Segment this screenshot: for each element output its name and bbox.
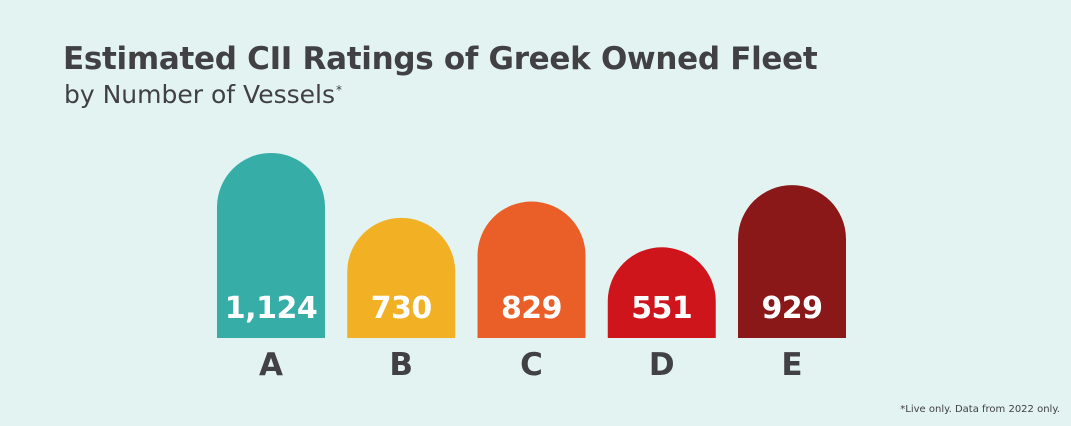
bar-a	[217, 153, 325, 338]
bar-d	[607, 247, 716, 338]
value-label-b: 730	[371, 291, 432, 326]
category-label-b: B	[389, 347, 413, 383]
bar-c	[477, 201, 586, 338]
footnote: *Live only. Data from 2022 only.	[900, 404, 1060, 415]
category-label-e: E	[781, 347, 802, 383]
bar-e	[738, 185, 846, 338]
category-label-d: D	[649, 347, 675, 383]
bar-b	[347, 217, 456, 338]
chart-title: Estimated CII Ratings of Greek Owned Fle…	[63, 41, 818, 77]
subtitle-footnote-marker: *	[335, 82, 342, 97]
value-label-e: 929	[761, 291, 822, 326]
category-label-a: A	[259, 347, 283, 383]
chart-subtitle: by Number of Vessels*	[64, 80, 342, 110]
value-label-d: 551	[631, 291, 692, 326]
category-label-c: C	[520, 347, 543, 383]
subtitle-text: by Number of Vessels	[64, 80, 335, 109]
value-label-c: 829	[501, 291, 562, 326]
value-label-a: 1,124	[225, 291, 317, 326]
